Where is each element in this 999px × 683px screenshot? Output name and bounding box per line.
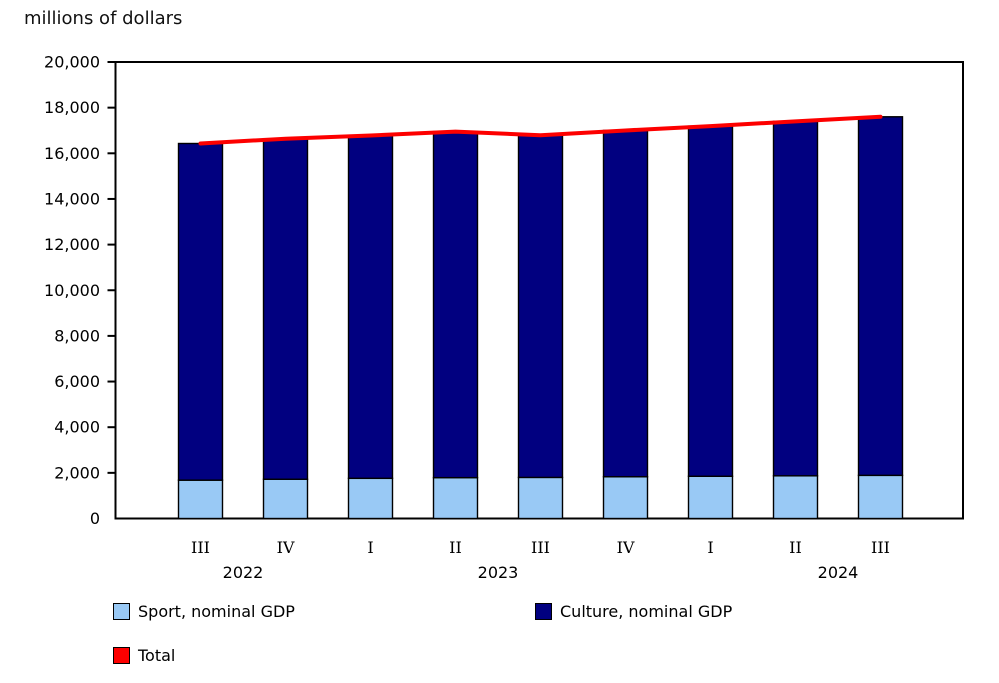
bar-sport bbox=[432, 476, 479, 520]
x-tick-label: III bbox=[871, 538, 890, 557]
legend-swatch-total bbox=[113, 647, 130, 664]
bar-sport bbox=[262, 478, 309, 520]
bar-culture bbox=[262, 137, 309, 480]
bar-sport bbox=[517, 476, 564, 520]
y-tick-label: 2,000 bbox=[54, 463, 100, 482]
y-tick-label: 12,000 bbox=[44, 235, 100, 254]
legend-item-sport: Sport, nominal GDP bbox=[113, 602, 295, 621]
bar-sport bbox=[602, 476, 649, 520]
y-tick-label: 8,000 bbox=[54, 326, 100, 345]
legend-label-sport: Sport, nominal GDP bbox=[138, 602, 295, 621]
bar-sport bbox=[857, 474, 904, 520]
bar-culture bbox=[772, 120, 819, 477]
x-tick-label: III bbox=[531, 538, 550, 557]
x-tick-label: II bbox=[789, 538, 802, 557]
chart-title: millions of dollars bbox=[24, 8, 183, 29]
legend-swatch-culture bbox=[535, 603, 552, 620]
x-tick-label: IV bbox=[277, 538, 295, 557]
bar-culture bbox=[177, 142, 224, 481]
y-tick-label: 20,000 bbox=[44, 53, 100, 72]
bar-sport bbox=[347, 477, 394, 520]
y-tick-label: 16,000 bbox=[44, 144, 100, 163]
x-tick-label: I bbox=[367, 538, 373, 557]
legend-item-culture: Culture, nominal GDP bbox=[535, 602, 732, 621]
bar-sport bbox=[177, 479, 224, 520]
year-label: 2023 bbox=[478, 563, 519, 582]
total-line bbox=[198, 114, 883, 146]
y-tick-label: 4,000 bbox=[54, 418, 100, 437]
legend-item-total: Total bbox=[113, 646, 175, 665]
bar-sport bbox=[687, 475, 734, 520]
bar-culture bbox=[517, 134, 564, 479]
legend-swatch-sport bbox=[113, 603, 130, 620]
y-tick-label: 18,000 bbox=[44, 98, 100, 117]
legend-label-culture: Culture, nominal GDP bbox=[560, 602, 733, 621]
bar-culture bbox=[687, 125, 734, 477]
year-label: 2024 bbox=[818, 563, 859, 582]
bar-culture bbox=[347, 134, 394, 480]
y-tick-label: 10,000 bbox=[44, 281, 100, 300]
bar-culture bbox=[857, 116, 904, 477]
bar-sport bbox=[772, 475, 819, 520]
x-tick-label: I bbox=[707, 538, 713, 557]
bar-culture bbox=[602, 129, 649, 478]
chart-canvas: 0 2,000 4,000 6,000 8,000 10,000 12,000 14,000 1… bbox=[44, 53, 964, 582]
x-tick-label: II bbox=[449, 538, 462, 557]
year-label: 2022 bbox=[223, 563, 264, 582]
x-tick-label: III bbox=[191, 538, 210, 557]
y-tick-label: 0 bbox=[90, 509, 100, 528]
y-tick-label: 6,000 bbox=[54, 372, 100, 391]
y-tick-label: 14,000 bbox=[44, 189, 100, 208]
x-tick-label: IV bbox=[617, 538, 635, 557]
bar-culture bbox=[432, 130, 479, 479]
legend-label-total: Total bbox=[138, 646, 176, 665]
